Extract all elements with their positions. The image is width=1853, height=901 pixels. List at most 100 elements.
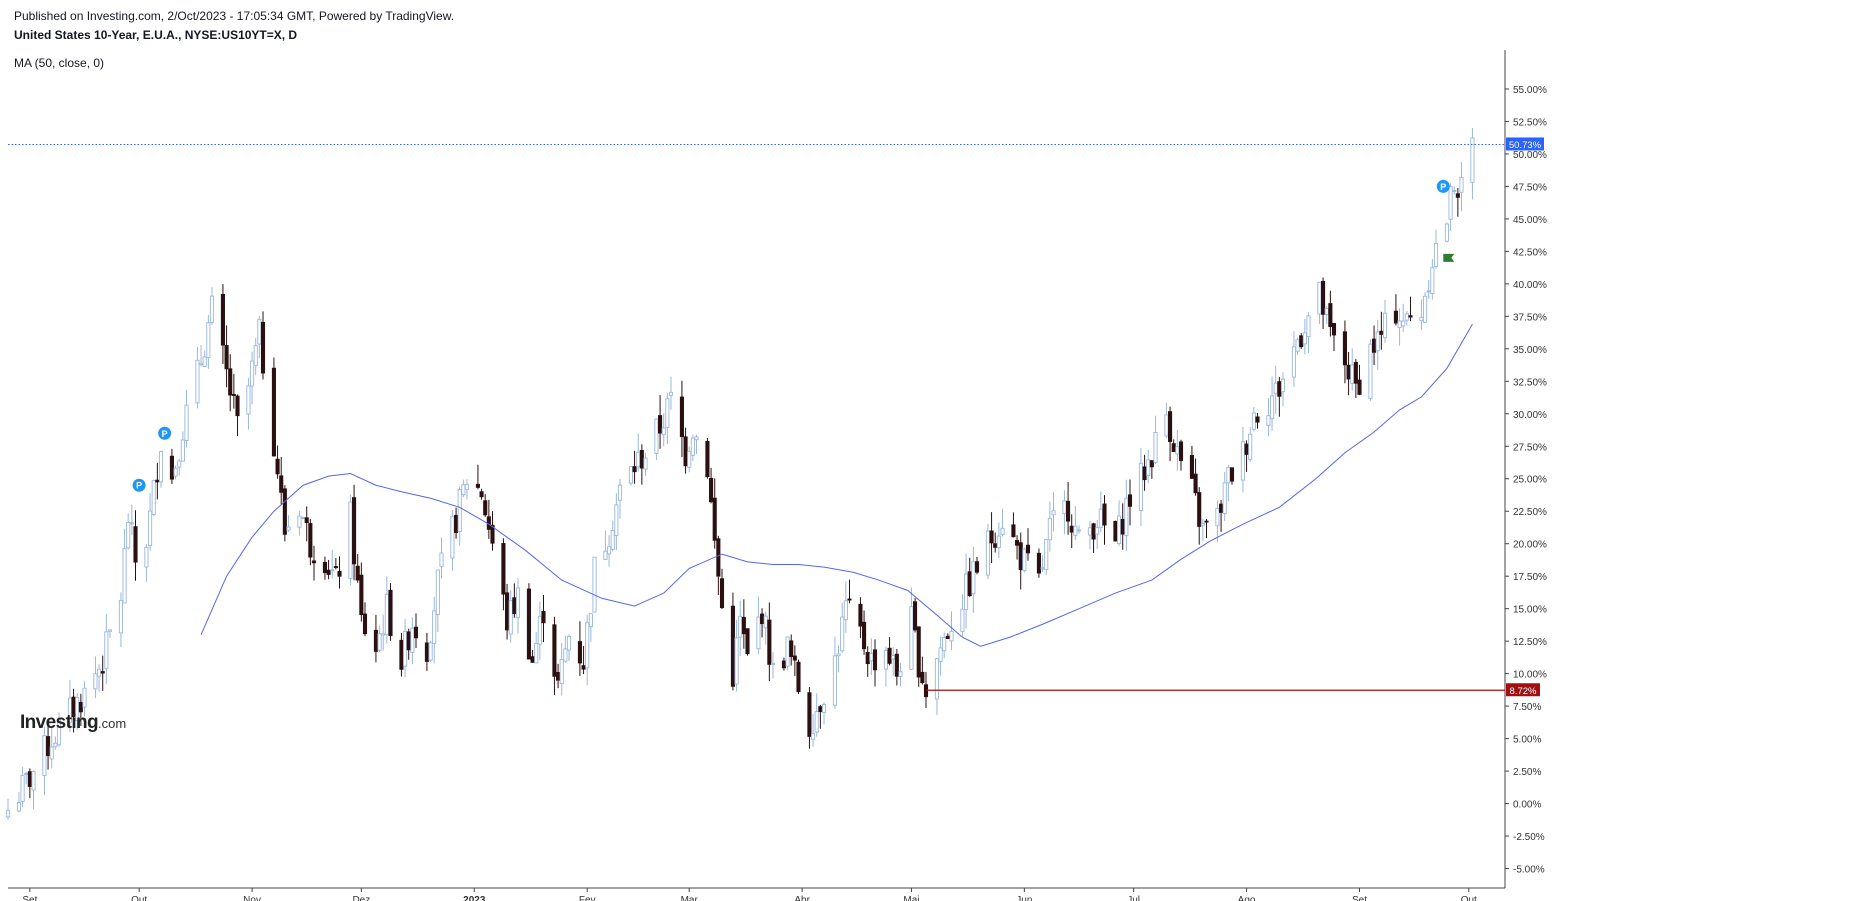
candle-body [1229, 467, 1235, 482]
candle-body [1248, 433, 1253, 460]
y-tick-label: -5.00% [1513, 865, 1545, 876]
candle-body [228, 368, 233, 396]
candle-body [377, 633, 382, 651]
flag-icon [1443, 253, 1455, 262]
x-tick-label: Out [1461, 895, 1477, 901]
candle-body [286, 526, 291, 531]
logo-brand: Investing [20, 712, 99, 733]
candle-body [399, 639, 404, 670]
x-tick-label: Dez [352, 895, 370, 901]
candle-body [224, 345, 229, 370]
x-tick-label: Mar [681, 895, 699, 901]
x-tick-label: Nov [243, 895, 261, 901]
candle-body [403, 631, 408, 667]
event-marker-icon [132, 478, 146, 492]
candle-body [1073, 525, 1078, 536]
y-tick-label: 25.00% [1513, 475, 1547, 486]
x-tick-label: Abr [794, 895, 810, 901]
candle-body [1240, 441, 1245, 481]
candle-body [964, 573, 969, 610]
candle-body [858, 603, 863, 627]
candle-body [734, 637, 739, 685]
candle-body [428, 642, 433, 661]
candle-body [552, 624, 557, 677]
indicator-legend[interactable]: MA (50, close, 0) [14, 56, 105, 70]
candle-body [359, 574, 364, 616]
candle-body [475, 483, 480, 488]
candle-body [847, 598, 852, 601]
candle-body [158, 451, 164, 483]
candle-body [1430, 267, 1435, 294]
candle-body [246, 385, 251, 415]
candle-body [1197, 492, 1202, 527]
candle-body [173, 467, 178, 477]
candle-body [42, 735, 47, 776]
candle-body [883, 649, 888, 670]
candle-body [304, 517, 309, 524]
candle-body [632, 466, 637, 473]
candle-body [1095, 527, 1100, 535]
candle-body [311, 560, 317, 564]
candle-body [719, 578, 725, 609]
candle-body [1452, 190, 1457, 193]
candle-body [424, 642, 429, 662]
event-marker-icon [1436, 179, 1450, 193]
candle-body [814, 711, 819, 733]
candle-body [1342, 331, 1347, 366]
candle-body [1178, 441, 1184, 461]
candle-body [1113, 520, 1118, 542]
candle-body [781, 660, 786, 669]
candle-body [1226, 467, 1231, 484]
candle-body [461, 484, 466, 496]
candle-body [1011, 524, 1016, 538]
candle-body [97, 668, 102, 677]
candle-body [1346, 364, 1351, 380]
x-tick-label: Fev [579, 895, 596, 901]
candle-body [566, 635, 572, 651]
candle-body [738, 615, 743, 638]
candle-body [1459, 177, 1464, 193]
event-marker-label: P [1440, 182, 1446, 192]
candle-body [20, 775, 25, 802]
y-tick-label: 47.50% [1513, 182, 1547, 193]
candle-body [756, 616, 761, 650]
candle-body [100, 671, 105, 674]
candle-body [1124, 497, 1129, 537]
candle-body [556, 672, 561, 681]
candle-body [220, 293, 225, 346]
candle-body [832, 655, 837, 706]
candle-body [129, 522, 134, 525]
candle-body [1146, 459, 1151, 477]
candle-body [628, 466, 633, 484]
candle-body [1426, 290, 1431, 293]
candle-body [501, 543, 506, 595]
candle-body [490, 524, 495, 544]
candle-body [1204, 520, 1209, 523]
candle-body [1419, 316, 1424, 322]
candle-body [661, 427, 666, 436]
candle-body [107, 629, 113, 632]
candle-body [1018, 542, 1023, 571]
y-tick-label: 27.50% [1513, 442, 1547, 453]
candle-body [202, 356, 207, 368]
candle-body [1051, 510, 1056, 516]
candle-body [1321, 281, 1326, 315]
candle-body [505, 592, 510, 631]
candle-body [694, 436, 699, 441]
y-tick-label: 22.50% [1513, 507, 1547, 518]
candle-body [960, 608, 965, 633]
candle-body [658, 415, 663, 434]
candle-body [643, 457, 648, 470]
candle-body [687, 451, 692, 468]
candle-body [27, 771, 32, 787]
candle-body [865, 652, 870, 665]
y-tick-label: 12.50% [1513, 637, 1547, 648]
candle-body [1277, 381, 1282, 397]
candle-body [1091, 523, 1096, 540]
candle-body [985, 530, 990, 576]
candle-body [464, 484, 470, 490]
candle-body [508, 600, 513, 635]
candle-body [148, 510, 153, 547]
candle-body [989, 530, 994, 544]
